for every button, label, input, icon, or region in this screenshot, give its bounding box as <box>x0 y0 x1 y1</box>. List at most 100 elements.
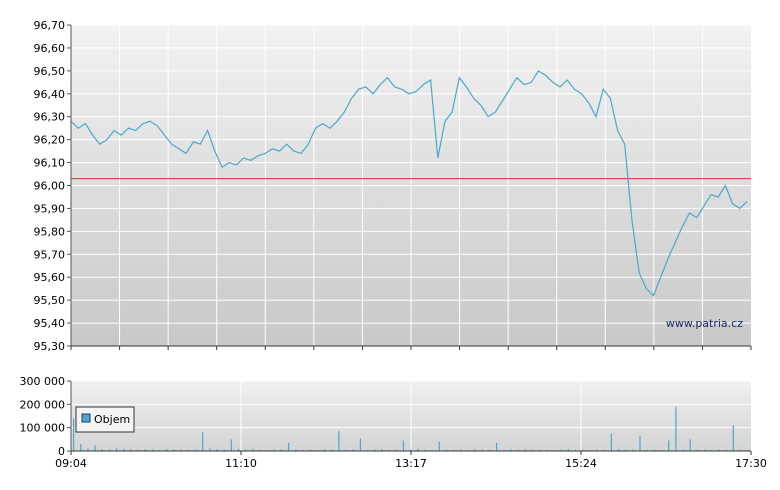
volume-bar <box>116 448 118 451</box>
legend-swatch-icon <box>81 413 91 423</box>
volume-bar <box>574 449 577 451</box>
volume-bar <box>395 449 397 451</box>
legend-label: Objem <box>94 413 130 426</box>
x-tick-label: 17:30 <box>735 457 767 470</box>
volume-bar <box>388 449 390 451</box>
volume-bar <box>309 449 311 451</box>
volume-bar <box>374 449 376 451</box>
volume-bar <box>237 448 240 451</box>
price-y-tick-label: 96,70 <box>34 19 66 32</box>
volume-bar <box>94 445 96 451</box>
volume-bar <box>108 449 111 451</box>
volume-bar <box>180 449 182 451</box>
volume-legend: Objem <box>75 406 135 433</box>
volume-bar <box>732 425 734 451</box>
volume-bar <box>209 448 211 451</box>
volume-bar <box>194 449 197 451</box>
volume-bar <box>646 449 648 451</box>
price-y-tick-label: 96,20 <box>34 134 66 147</box>
volume-bar <box>682 449 684 451</box>
volume-bar <box>359 438 361 451</box>
volume-bar <box>345 449 347 451</box>
price-y-tick-label: 95,50 <box>34 294 66 307</box>
price-series-line <box>70 70 748 297</box>
volume-y-tick-label: 0 <box>58 445 65 458</box>
price-y-tick-label: 96,00 <box>34 180 66 193</box>
volume-bar <box>696 449 698 451</box>
volume-x-axis: 09:04 11:10 13:17 15:24 17:30 <box>55 451 767 470</box>
volume-bar <box>718 449 720 451</box>
volume-bar <box>410 449 412 451</box>
price-y-tick-label: 96,10 <box>34 157 66 170</box>
volume-bar <box>453 449 455 451</box>
volume-bar <box>704 449 706 451</box>
volume-bar <box>223 449 225 451</box>
volume-bar <box>288 442 290 451</box>
price-y-tick-label: 95,30 <box>34 340 66 353</box>
volume-bar <box>739 449 741 451</box>
volume-bar <box>689 439 691 451</box>
volume-bar <box>517 449 519 451</box>
volume-bar <box>402 440 404 451</box>
x-tick-label: 15:24 <box>565 457 597 470</box>
volume-y-tick-label: 200 000 <box>20 398 66 411</box>
volume-bar <box>202 432 204 451</box>
x-tick-label: 13:17 <box>395 457 427 470</box>
volume-bar <box>338 431 340 451</box>
volume-bar <box>273 449 275 451</box>
volume-bar <box>417 448 419 451</box>
volume-bar <box>496 442 498 451</box>
volume-bar <box>488 449 491 451</box>
volume-bar <box>137 449 139 451</box>
volume-bar <box>424 449 426 451</box>
volume-bar <box>460 449 462 451</box>
price-y-tick-label: 95,80 <box>34 225 66 238</box>
volume-panel: 300 000 200 000 100 000 0 09:04 11:10 13:17 15… <box>20 375 767 470</box>
price-vertical-grid <box>119 25 703 346</box>
volume-bar <box>87 448 89 451</box>
volume-bar <box>302 449 304 451</box>
watermark: www.patria.cz <box>666 317 743 330</box>
volume-bar <box>123 448 125 451</box>
volume-bar <box>324 449 326 451</box>
volume-y-tick-label: 300 000 <box>20 375 66 388</box>
volume-bar <box>245 449 247 451</box>
volume-bar <box>510 449 512 451</box>
volume-bar <box>73 418 75 451</box>
volume-bar <box>546 449 548 451</box>
volume-bar <box>80 444 82 451</box>
volume-y-tick-label: 100 000 <box>20 422 66 435</box>
volume-y-axis: 300 000 200 000 100 000 0 <box>20 375 71 458</box>
volume-bar <box>230 439 232 451</box>
x-tick-label: 11:10 <box>225 457 257 470</box>
volume-vertical-grid <box>240 381 582 451</box>
price-y-tick-label: 96,40 <box>34 88 66 101</box>
volume-bar <box>632 449 634 451</box>
price-panel: 96,70 96,60 96,50 96,40 96,30 96,20 96,10 96,00… <box>34 19 752 353</box>
volume-bar <box>295 449 297 451</box>
volume-bar <box>130 449 132 451</box>
volume-bar <box>625 449 627 451</box>
volume-bar <box>582 449 584 451</box>
volume-bar <box>474 449 476 451</box>
volume-bar <box>259 449 261 451</box>
volume-bar <box>560 449 562 451</box>
volume-bar <box>596 449 598 451</box>
price-y-tick-label: 95,60 <box>34 271 66 284</box>
x-tick-label: 09:04 <box>55 457 87 470</box>
volume-bar <box>567 449 569 451</box>
volume-bar <box>187 449 189 451</box>
price-y-tick-label: 96,60 <box>34 42 66 55</box>
price-y-tick-label: 95,70 <box>34 248 66 261</box>
volume-bar <box>331 449 333 451</box>
volume-bar <box>438 441 440 451</box>
volume-bar <box>101 449 103 451</box>
volume-bar <box>445 449 448 451</box>
volume-bar <box>539 449 541 451</box>
volume-bar <box>252 448 254 451</box>
price-y-tick-label: 96,50 <box>34 65 66 78</box>
volume-bar <box>675 406 677 451</box>
price-y-tick-label: 95,90 <box>34 202 66 215</box>
volume-bar <box>668 440 670 451</box>
